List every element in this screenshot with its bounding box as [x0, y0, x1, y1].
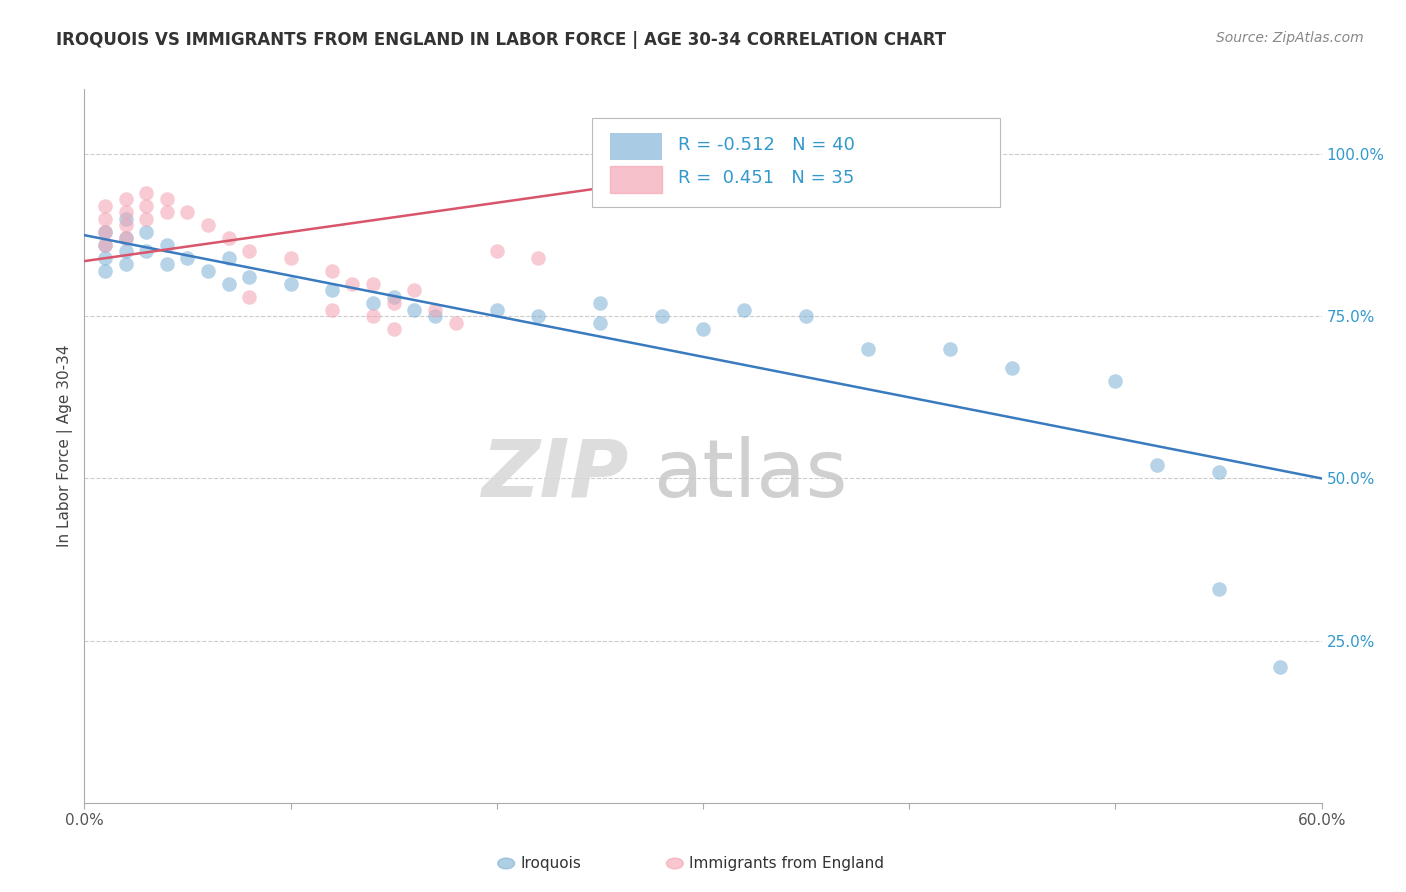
Point — [361, 310, 384, 324]
Point — [94, 238, 117, 252]
Point — [485, 302, 508, 317]
Point — [135, 244, 157, 259]
Point — [114, 211, 136, 226]
Point — [218, 251, 240, 265]
FancyBboxPatch shape — [610, 166, 662, 193]
Point — [423, 310, 446, 324]
Point — [1104, 374, 1126, 388]
Point — [114, 231, 136, 245]
Point — [342, 277, 364, 291]
Point — [218, 231, 240, 245]
Point — [114, 244, 136, 259]
Point — [94, 251, 117, 265]
Point — [114, 193, 136, 207]
Text: Immigrants from England: Immigrants from England — [689, 856, 884, 871]
Point — [156, 257, 179, 271]
Text: ZIP: ZIP — [481, 435, 628, 514]
Point — [94, 225, 117, 239]
Point — [197, 264, 219, 278]
Point — [156, 238, 179, 252]
Point — [423, 302, 446, 317]
Point — [1001, 361, 1024, 376]
Point — [94, 225, 117, 239]
Point — [114, 231, 136, 245]
Text: R = -0.512   N = 40: R = -0.512 N = 40 — [678, 136, 855, 153]
Point — [382, 322, 405, 336]
Point — [176, 251, 198, 265]
Point — [382, 296, 405, 310]
Point — [651, 173, 673, 187]
Point — [733, 302, 755, 317]
Point — [361, 296, 384, 310]
Point — [485, 244, 508, 259]
Point — [444, 316, 467, 330]
Point — [94, 211, 117, 226]
Point — [1270, 659, 1292, 673]
Point — [94, 238, 117, 252]
Point — [321, 302, 343, 317]
Point — [692, 322, 714, 336]
Text: R =  0.451   N = 35: R = 0.451 N = 35 — [678, 169, 855, 187]
Point — [651, 310, 673, 324]
Point — [794, 310, 817, 324]
Point — [404, 302, 426, 317]
Point — [692, 186, 714, 200]
Text: Source: ZipAtlas.com: Source: ZipAtlas.com — [1216, 31, 1364, 45]
Point — [939, 342, 962, 356]
Point — [135, 199, 157, 213]
Point — [94, 199, 117, 213]
Point — [238, 270, 260, 285]
Point — [1146, 458, 1168, 473]
Point — [197, 219, 219, 233]
Point — [589, 167, 612, 181]
Point — [1208, 582, 1230, 596]
Point — [218, 277, 240, 291]
Point — [280, 251, 302, 265]
Point — [238, 290, 260, 304]
FancyBboxPatch shape — [610, 133, 662, 160]
Point — [527, 251, 550, 265]
Y-axis label: In Labor Force | Age 30-34: In Labor Force | Age 30-34 — [58, 344, 73, 548]
Point — [404, 283, 426, 297]
Text: IROQUOIS VS IMMIGRANTS FROM ENGLAND IN LABOR FORCE | AGE 30-34 CORRELATION CHART: IROQUOIS VS IMMIGRANTS FROM ENGLAND IN L… — [56, 31, 946, 49]
Point — [135, 186, 157, 200]
Point — [527, 310, 550, 324]
Point — [238, 244, 260, 259]
Point — [589, 316, 612, 330]
Point — [321, 264, 343, 278]
Point — [856, 342, 879, 356]
Text: Iroquois: Iroquois — [520, 856, 581, 871]
Point — [114, 219, 136, 233]
Point — [114, 205, 136, 219]
Point — [135, 225, 157, 239]
Point — [114, 257, 136, 271]
Point — [156, 205, 179, 219]
Point — [176, 205, 198, 219]
Point — [382, 290, 405, 304]
Point — [321, 283, 343, 297]
Point — [280, 277, 302, 291]
Point — [94, 264, 117, 278]
Point — [156, 193, 179, 207]
FancyBboxPatch shape — [592, 118, 1000, 207]
Point — [135, 211, 157, 226]
Point — [1208, 465, 1230, 479]
Text: atlas: atlas — [654, 435, 848, 514]
Point — [361, 277, 384, 291]
Point — [589, 296, 612, 310]
